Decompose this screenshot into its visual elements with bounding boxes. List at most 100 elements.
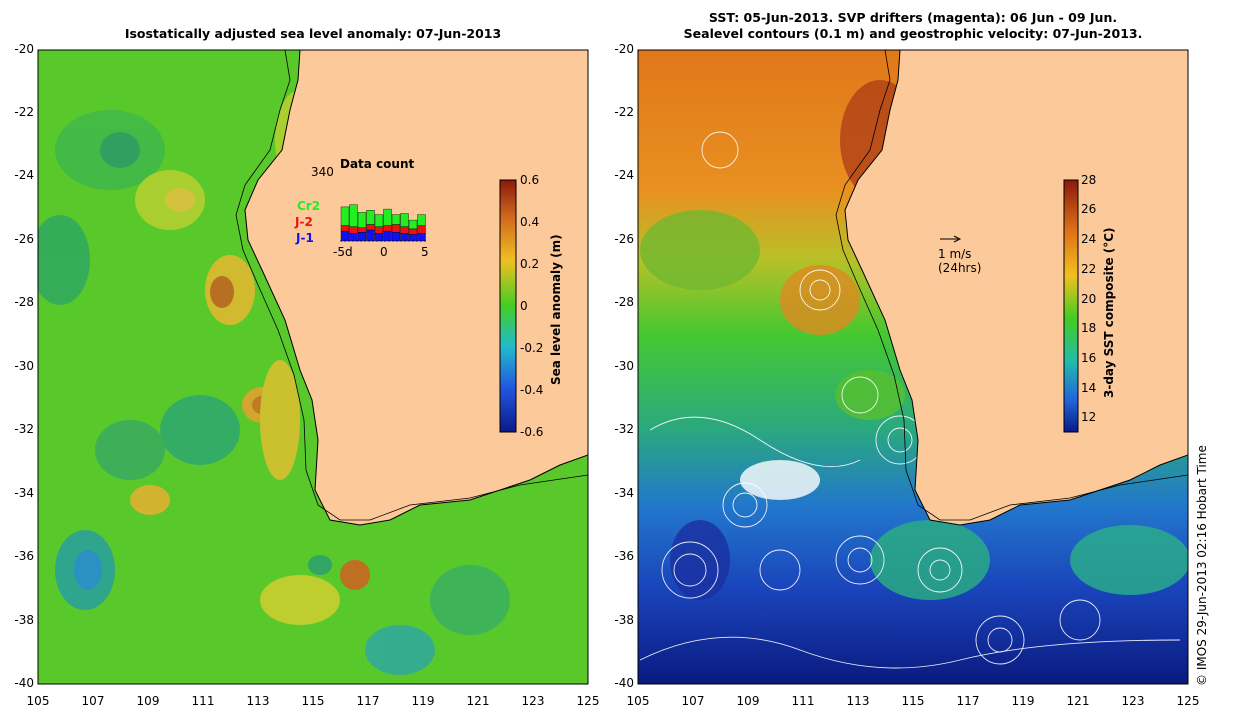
lat-tick: -32: [14, 422, 34, 436]
lat-tick: -22: [614, 105, 634, 119]
inset-bar-segment: [357, 227, 367, 233]
inset-bar-segment: [374, 226, 384, 234]
inset-bar-segment: [374, 214, 384, 227]
lon-tick: 113: [846, 694, 870, 708]
sst-colorbar: [1063, 179, 1079, 433]
left-map-frame: [37, 49, 589, 685]
lon-tick: 115: [301, 694, 325, 708]
lon-tick: 119: [411, 694, 435, 708]
inset-title: Data count: [340, 157, 415, 171]
lat-tick: -24: [614, 168, 634, 182]
right-map-title-line1: SST: 05-Jun-2013. SVP drifters (magenta)…: [708, 10, 1118, 25]
lon-tick: 123: [1121, 694, 1145, 708]
lat-tick: -32: [614, 422, 634, 436]
inset-bar-segment: [417, 214, 426, 226]
lon-tick: 107: [81, 694, 105, 708]
inset-bar-segment: [391, 224, 401, 233]
sla-tick: 0.4: [520, 215, 540, 229]
lon-tick: 125: [576, 694, 600, 708]
lon-tick: 105: [26, 694, 50, 708]
sst-tick: 16: [1081, 351, 1097, 365]
lon-tick: 107: [681, 694, 705, 708]
lat-tick: -38: [14, 613, 34, 627]
lat-tick: -36: [614, 549, 634, 563]
lon-tick: 123: [521, 694, 545, 708]
lon-tick: 121: [466, 694, 490, 708]
velocity-scale-sublabel: (24hrs): [938, 261, 982, 275]
sst-tick: 26: [1081, 202, 1097, 216]
left-map-title: Isostatically adjusted sea level anomaly…: [124, 26, 502, 41]
inset-bar-segment: [408, 228, 418, 235]
lat-tick: -40: [14, 676, 34, 690]
sst-tick: 12: [1081, 410, 1097, 424]
lat-tick: -20: [14, 42, 34, 56]
lat-tick: -26: [614, 232, 634, 246]
imos-credit: © IMOS 29-Jun-2013 02:16 Hobart Time: [1195, 445, 1209, 686]
lon-tick: 109: [136, 694, 160, 708]
inset-bar-segment: [349, 226, 358, 234]
lon-tick: 121: [1066, 694, 1090, 708]
inset-bar-segment: [357, 212, 367, 228]
sst-tick: 14: [1081, 381, 1097, 395]
inset-bar-segment: [383, 208, 392, 226]
velocity-scale-label: 1 m/s: [938, 247, 972, 261]
sla-tick: -0.6: [520, 425, 544, 439]
inset-bar-segment: [357, 231, 367, 242]
sst-colorbar-label: 3-day SST composite (°C): [1102, 227, 1116, 398]
lon-tick: 111: [791, 694, 815, 708]
lat-tick: -34: [14, 486, 34, 500]
right-map-frame: [637, 49, 1189, 685]
sla-tick: -0.2: [520, 341, 544, 355]
velocity-scale-arrow: [940, 235, 962, 243]
lat-tick: -28: [614, 295, 634, 309]
lon-tick: 109: [736, 694, 760, 708]
data-count-inset: [340, 175, 428, 242]
lat-tick: -28: [14, 295, 34, 309]
lon-tick: 117: [956, 694, 980, 708]
inset-bar-segment: [400, 233, 409, 242]
lat-tick: -30: [14, 359, 34, 373]
inset-bar-segment: [366, 229, 375, 242]
inset-xtick: 0: [380, 245, 388, 259]
lat-tick: -38: [614, 613, 634, 627]
sla-colorbar: [499, 179, 517, 433]
inset-bar-segment: [417, 225, 426, 234]
inset-bar-segment: [374, 233, 384, 242]
inset-bar-segment: [408, 219, 418, 230]
inset-bar-segment: [383, 225, 392, 232]
inset-bar-segment: [408, 234, 418, 242]
right-map-title-line2: Sealevel contours (0.1 m) and geostrophi…: [683, 26, 1143, 41]
sst-tick: 22: [1081, 262, 1097, 276]
inset-legend-j2: J-2: [295, 215, 313, 229]
sst-map: [638, 50, 1188, 684]
lat-tick: -24: [14, 168, 34, 182]
sst-tick: 20: [1081, 292, 1097, 306]
lat-tick: -30: [614, 359, 634, 373]
lon-tick: 115: [901, 694, 925, 708]
inset-bar-segment: [391, 214, 401, 225]
lat-tick: -20: [614, 42, 634, 56]
sla-tick: 0: [520, 299, 528, 313]
sst-tick: 28: [1081, 173, 1097, 187]
inset-bar-segment: [366, 209, 375, 225]
inset-bar-segment: [340, 206, 350, 226]
lat-tick: -34: [614, 486, 634, 500]
inset-bar-segment: [400, 213, 409, 227]
sla-colorbar-label: Sea level anomaly (m): [549, 234, 563, 385]
lon-tick: 105: [626, 694, 650, 708]
inset-bar-segment: [400, 226, 409, 234]
inset-bar-segment: [349, 204, 358, 227]
inset-max-label: 340: [311, 165, 334, 179]
lat-tick: -36: [14, 549, 34, 563]
lon-tick: 113: [246, 694, 270, 708]
inset-bar-segment: [340, 230, 350, 242]
lat-tick: -26: [14, 232, 34, 246]
sla-tick: -0.4: [520, 383, 544, 397]
inset-bar-segment: [349, 233, 358, 242]
lat-tick: -22: [14, 105, 34, 119]
lon-tick: 117: [356, 694, 380, 708]
inset-xtick: 5: [421, 245, 429, 259]
inset-legend-cr2: Cr2: [297, 199, 321, 213]
lon-tick: 125: [1176, 694, 1200, 708]
